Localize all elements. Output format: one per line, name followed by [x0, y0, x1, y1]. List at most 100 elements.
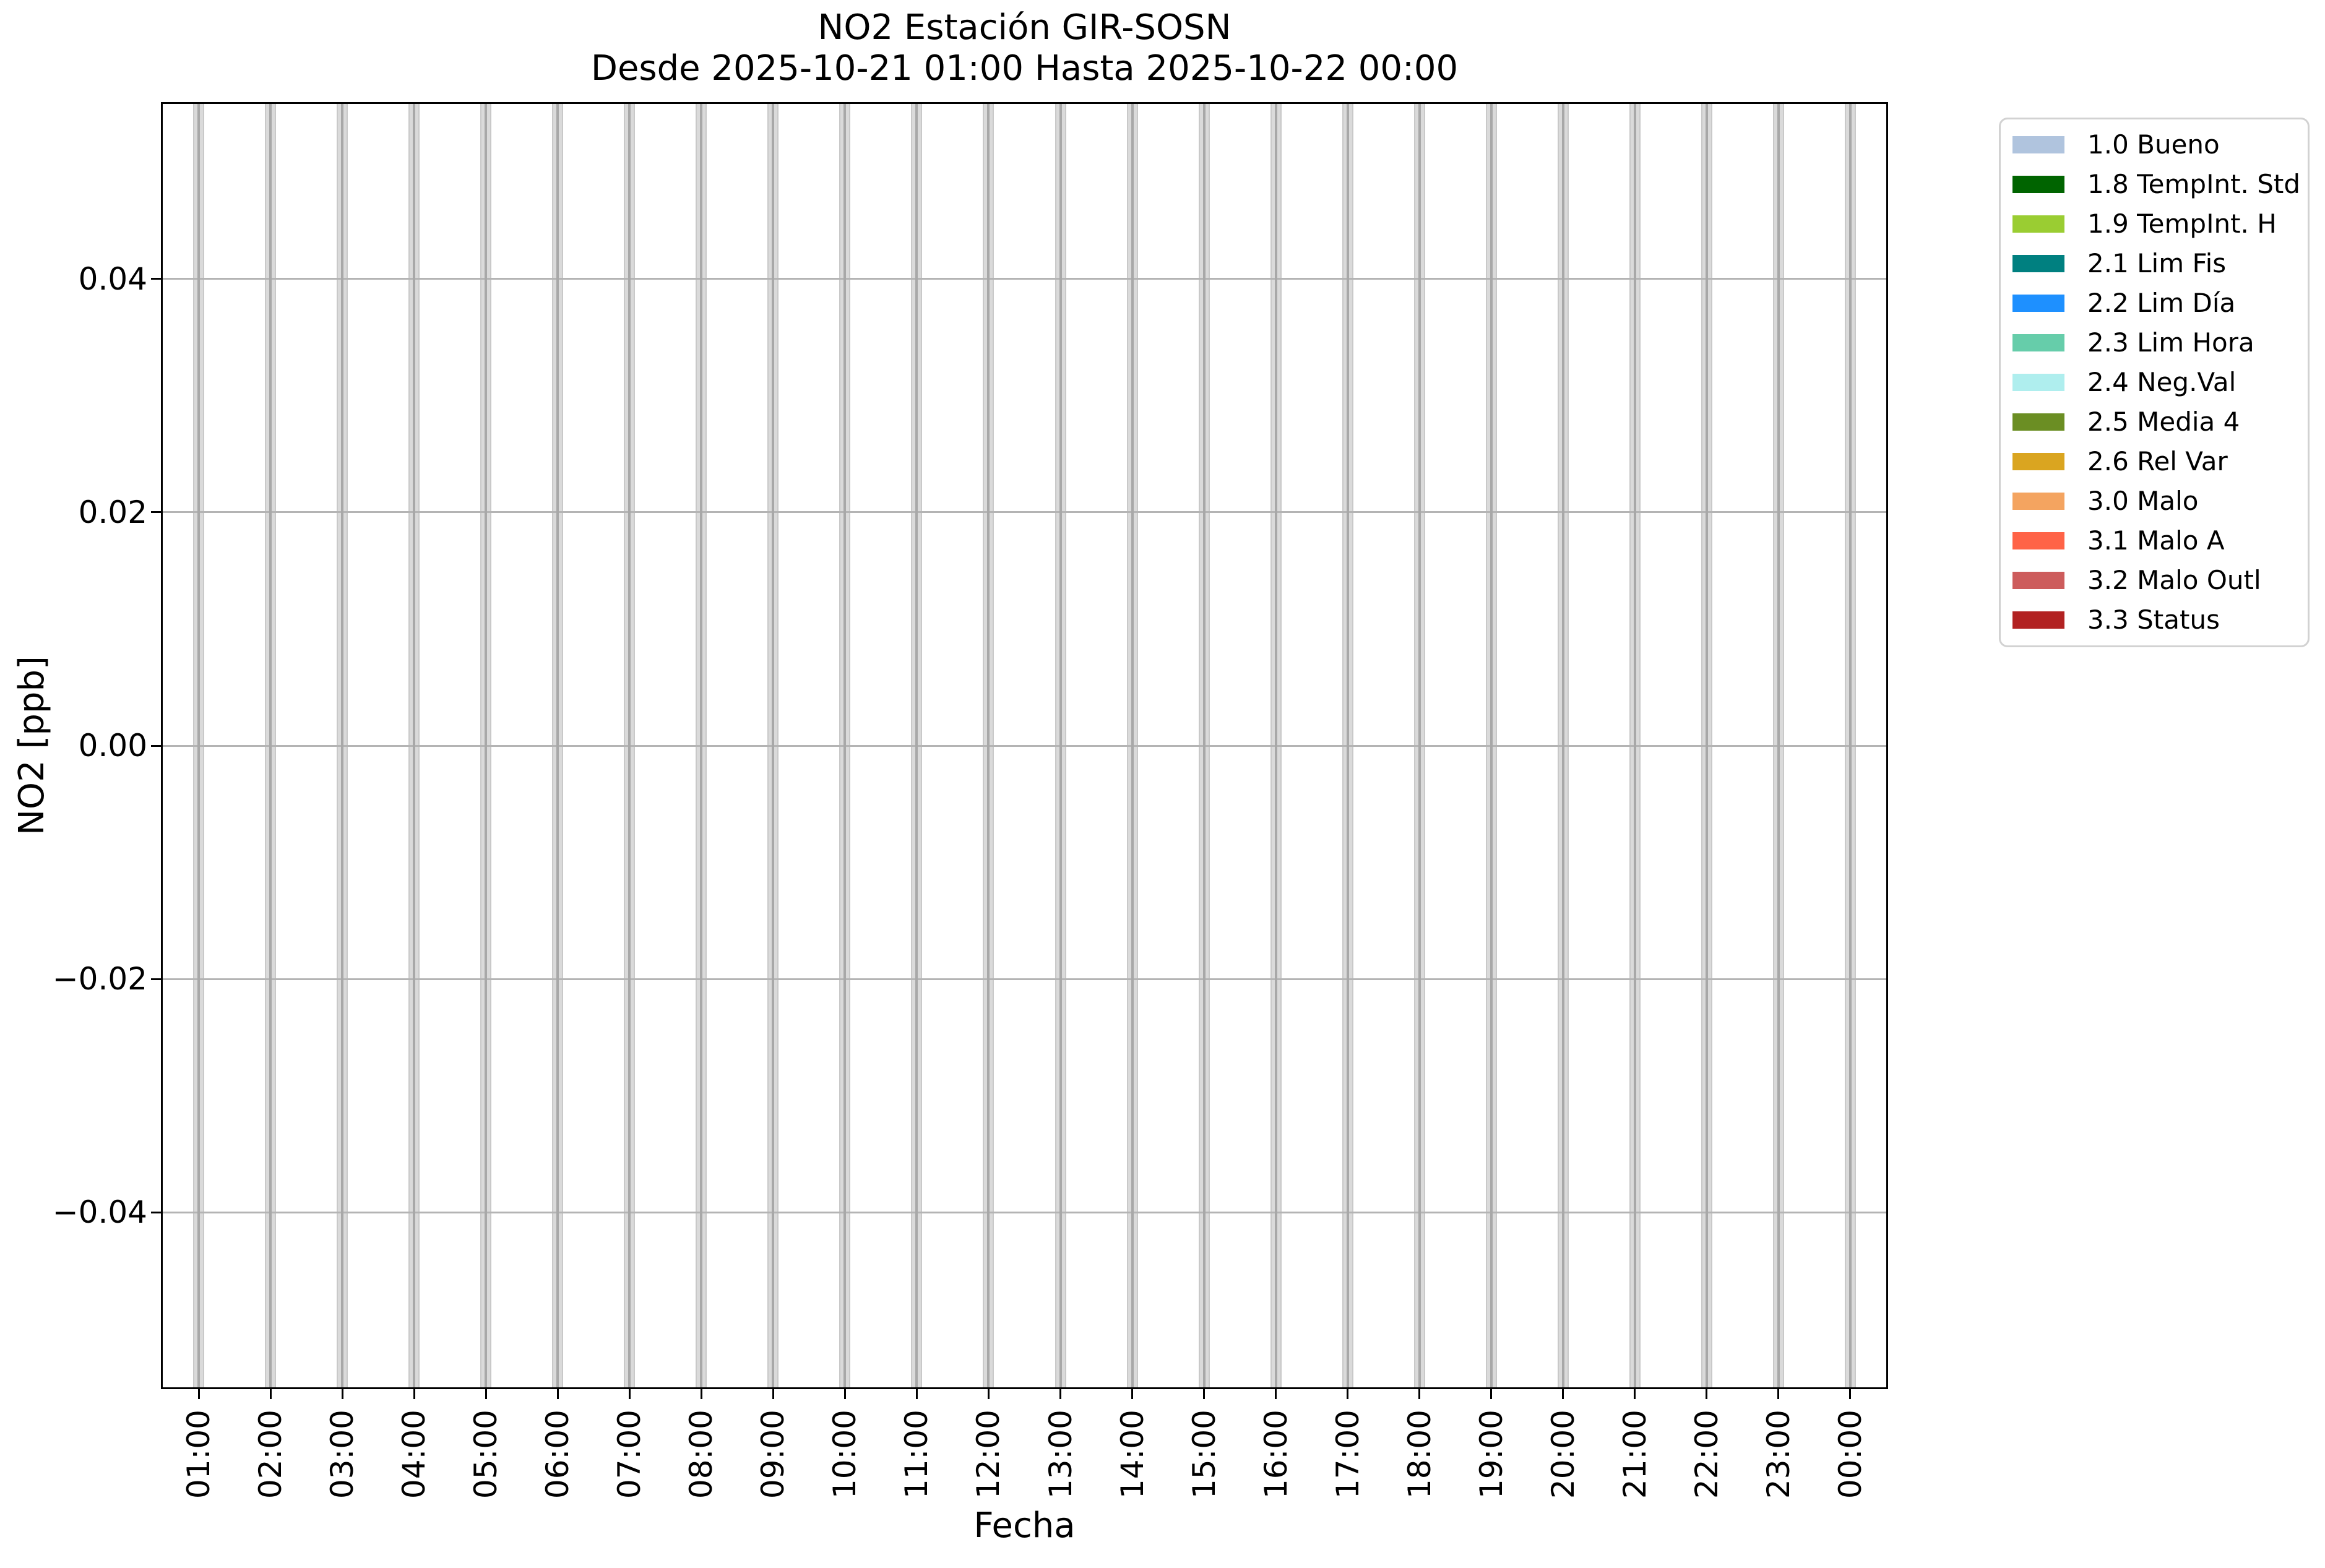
x-gridline	[628, 104, 631, 1387]
y-tick-label: 0.04	[78, 261, 147, 297]
x-tick-mark	[1275, 1389, 1277, 1399]
x-gridline	[341, 104, 344, 1387]
x-tick-label: 18:00	[1401, 1410, 1438, 1499]
x-tick-mark	[700, 1389, 702, 1399]
legend-label: 2.4 Neg.Val	[2087, 367, 2237, 397]
legend-label: 1.9 TempInt. H	[2087, 209, 2277, 239]
legend-item: 2.3 Lim Hora	[2001, 323, 2308, 363]
legend-label: 3.2 Malo Outl	[2087, 565, 2261, 595]
y-gridline	[163, 744, 1886, 747]
y-tick-mark	[151, 278, 161, 280]
x-tick-label: 04:00	[396, 1410, 433, 1499]
x-tick-mark	[915, 1389, 918, 1399]
legend-item: 3.3 Status	[2001, 600, 2308, 640]
x-gridline	[1561, 104, 1564, 1387]
x-tick-label: 22:00	[1688, 1410, 1725, 1499]
x-gridline	[1202, 104, 1206, 1387]
x-gridline	[1274, 104, 1277, 1387]
x-gridline	[556, 104, 559, 1387]
legend-item: 2.5 Media 4	[2001, 402, 2308, 442]
x-gridline	[1490, 104, 1493, 1387]
x-tick-mark	[197, 1389, 200, 1399]
x-gridline	[1777, 104, 1780, 1387]
x-tick-label: 12:00	[970, 1410, 1007, 1499]
x-tick-label: 03:00	[324, 1410, 361, 1499]
legend-label: 2.6 Rel Var	[2087, 446, 2228, 476]
legend-label: 2.3 Lim Hora	[2087, 327, 2254, 358]
x-gridline	[1346, 104, 1349, 1387]
x-gridline	[1633, 104, 1636, 1387]
y-tick-label: −0.02	[52, 961, 147, 997]
legend-item: 1.0 Bueno	[2001, 125, 2308, 165]
y-tick-mark	[151, 978, 161, 980]
x-tick-mark	[1203, 1389, 1206, 1399]
y-gridline	[163, 1211, 1886, 1213]
legend-label: 2.1 Lim Fis	[2087, 248, 2227, 278]
legend-swatch	[2012, 136, 2064, 153]
legend-swatch	[2012, 255, 2064, 272]
x-tick-mark	[772, 1389, 774, 1399]
x-tick-mark	[1059, 1389, 1062, 1399]
x-tick-mark	[1131, 1389, 1134, 1399]
x-tick-mark	[843, 1389, 846, 1399]
x-tick-label: 07:00	[611, 1410, 648, 1499]
x-tick-mark	[1777, 1389, 1780, 1399]
x-tick-label: 01:00	[181, 1410, 217, 1499]
x-tick-label: 16:00	[1257, 1410, 1294, 1499]
x-gridline	[843, 104, 847, 1387]
x-tick-mark	[556, 1389, 559, 1399]
x-tick-label: 20:00	[1545, 1410, 1581, 1499]
y-tick-mark	[151, 511, 161, 514]
x-tick-mark	[628, 1389, 631, 1399]
x-gridline	[1059, 104, 1062, 1387]
x-gridline	[700, 104, 703, 1387]
x-tick-mark	[1849, 1389, 1852, 1399]
x-tick-mark	[485, 1389, 487, 1399]
x-tick-label: 00:00	[1832, 1410, 1868, 1499]
x-tick-label: 13:00	[1042, 1410, 1079, 1499]
x-tick-mark	[269, 1389, 272, 1399]
x-gridline	[269, 104, 272, 1387]
legend-swatch	[2012, 413, 2064, 431]
x-gridline	[413, 104, 416, 1387]
x-tick-label: 11:00	[899, 1410, 935, 1499]
x-gridline	[915, 104, 918, 1387]
chart-subtitle: Desde 2025-10-21 01:00 Hasta 2025-10-22 …	[590, 48, 1459, 88]
legend: 1.0 Bueno 1.8 TempInt. Std 1.9 TempInt. H 2…	[1999, 118, 2310, 647]
legend-swatch	[2012, 334, 2064, 351]
x-tick-label: 09:00	[755, 1410, 792, 1499]
x-tick-mark	[1490, 1389, 1493, 1399]
legend-label: 3.0 Malo	[2087, 486, 2199, 516]
x-tick-label: 06:00	[540, 1410, 576, 1499]
x-tick-mark	[1634, 1389, 1636, 1399]
x-gridline	[485, 104, 488, 1387]
x-tick-mark	[413, 1389, 415, 1399]
x-gridline	[1705, 104, 1708, 1387]
x-gridline	[1418, 104, 1421, 1387]
legend-label: 2.5 Media 4	[2087, 407, 2240, 437]
legend-item: 2.1 Lim Fis	[2001, 244, 2308, 283]
x-tick-label: 08:00	[683, 1410, 720, 1499]
x-tick-label: 19:00	[1473, 1410, 1509, 1499]
x-tick-mark	[1706, 1389, 1708, 1399]
legend-swatch	[2012, 374, 2064, 391]
legend-item: 3.2 Malo Outl	[2001, 561, 2308, 600]
x-tick-mark	[341, 1389, 343, 1399]
legend-item: 2.6 Rel Var	[2001, 442, 2308, 481]
legend-swatch	[2012, 453, 2064, 470]
x-tick-label: 02:00	[252, 1410, 289, 1499]
x-tick-mark	[987, 1389, 990, 1399]
legend-swatch	[2012, 295, 2064, 312]
y-tick-mark	[151, 744, 161, 747]
y-tick-label: −0.04	[52, 1194, 147, 1231]
y-tick-label: 0.00	[78, 728, 147, 764]
legend-swatch	[2012, 532, 2064, 549]
legend-swatch	[2012, 572, 2064, 589]
legend-label: 3.3 Status	[2087, 605, 2220, 635]
x-gridline	[197, 104, 201, 1387]
y-gridline	[163, 978, 1886, 980]
x-axis-label: Fecha	[973, 1506, 1076, 1546]
x-tick-label: 15:00	[1186, 1410, 1222, 1499]
legend-swatch	[2012, 215, 2064, 233]
legend-label: 1.8 TempInt. Std	[2087, 169, 2301, 199]
